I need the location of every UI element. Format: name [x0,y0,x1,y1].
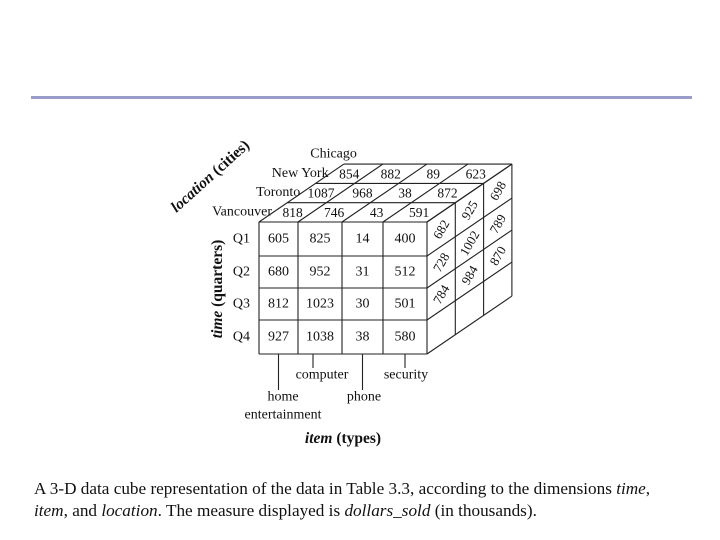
item-label: security [384,368,428,383]
figure-caption: A 3-D data cube representation of the da… [34,478,704,522]
item-label: entertainment [245,408,322,423]
quarter-label: Q4 [233,330,250,345]
top-col-line [258,163,345,223]
cube-top-value: 38 [398,186,412,201]
cube-top-value: 591 [409,205,429,220]
cube-cell-value: 605 [268,232,289,247]
cube-top-value: 43 [370,205,384,220]
side-row-line [426,261,513,321]
cube-cell-value: 952 [310,265,331,280]
item-axis-title: item (types) [305,430,381,447]
cube-top-value: 882 [381,166,401,181]
cube-cell-value: 38 [356,330,370,345]
cube-side-value: 870 [486,244,509,268]
location-label: Vancouver [212,205,272,220]
caption-part-3: , and [63,501,102,520]
cube-side-value: 728 [430,250,453,274]
cube-cell-value: 400 [395,232,416,247]
cube-cell-value: 1038 [306,330,334,345]
caption-measure-term: dollars_sold [344,501,431,520]
cube-top-value: 854 [339,166,360,181]
top-col-line [382,163,469,223]
cube-top-value: 746 [324,205,345,220]
cube-top-value: 968 [352,186,373,201]
cube-side-value: 698 [486,179,509,203]
quarter-label: Q2 [233,265,250,280]
caption-location-term: location [101,501,158,520]
quarter-label: Q1 [233,232,250,247]
location-label: Toronto [256,185,300,200]
top-col-line [341,163,428,223]
quarter-label: Q3 [233,297,250,312]
cube-cell-value: 30 [356,297,370,312]
cube-side-value: 784 [430,282,453,307]
cube-top-value: 623 [466,166,487,181]
caption-time-term: time [616,479,646,498]
cube-cell-value: 680 [268,265,289,280]
cube-side-value: 682 [430,217,453,241]
caption-part-1: A 3-D data cube representation of the da… [34,479,617,498]
cube-cell-value: 14 [356,232,370,247]
cube-cell-value: 512 [395,265,416,280]
top-col-line [297,163,384,223]
side-row-line [426,163,513,223]
item-label: computer [296,368,349,383]
caption-part-5: (in thousands). [430,501,537,520]
cube-top-value: 89 [427,166,441,181]
cube-side-value: 1002 [456,228,482,258]
side-row-line [426,197,513,257]
side-row-line [426,295,513,355]
data-cube-diagram: 605 825 14 400 680 952 31 512 812 1023 30 501 927 103… [167,136,513,447]
cube-cell-value: 812 [268,297,289,312]
cube-grid-lines [258,163,513,390]
cube-top-value: 818 [283,205,304,220]
cube-cell-value: 501 [395,297,416,312]
cube-side-value: 984 [458,262,481,287]
slide-title-rule [31,96,692,99]
caption-item-term: item [34,501,64,520]
cube-cell-value: 825 [310,232,331,247]
cube-cell-value: 927 [268,330,289,345]
cube-top-value: 1087 [307,186,334,201]
cube-side-value: 925 [458,198,481,222]
cube-cell-value: 31 [356,265,370,280]
time-axis-title: time (quarters) [209,240,226,339]
cube-side-value: 789 [486,212,509,236]
cube-cell-value: 1023 [306,297,334,312]
location-label: New York [272,166,329,181]
item-label: home [267,390,298,405]
cube-cell-value: 580 [395,330,416,345]
cube-top-value: 872 [437,186,457,201]
item-label: phone [347,390,381,405]
caption-part-2: , [645,479,651,498]
location-label: Chicago [310,147,357,162]
side-row-line [426,229,513,289]
caption-part-4: . The measure displayed is [157,501,345,520]
